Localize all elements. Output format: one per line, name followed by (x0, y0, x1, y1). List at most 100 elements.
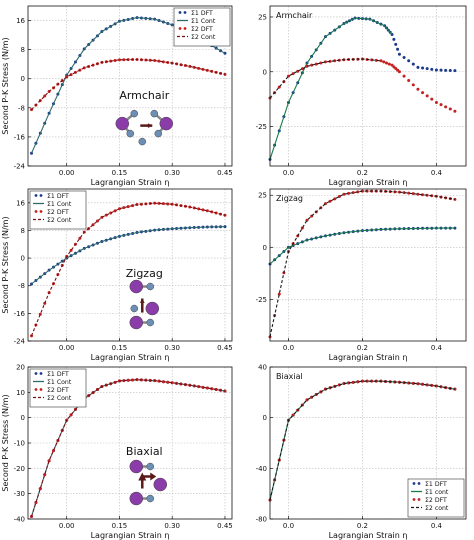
data-point (122, 58, 126, 62)
data-point (430, 67, 434, 71)
data-point (126, 205, 130, 209)
data-point (397, 52, 401, 56)
data-point (157, 59, 161, 63)
data-point (205, 386, 209, 390)
data-point (122, 379, 126, 383)
plot-area (270, 6, 466, 166)
legend-entry: Σ1 Cont (47, 379, 72, 386)
data-point (387, 62, 391, 66)
molecule-atom (153, 477, 168, 492)
plot-frame (269, 5, 467, 167)
data-point (201, 208, 205, 212)
panel-label: Zigzag (126, 267, 163, 280)
plot-frame (27, 366, 233, 520)
data-point (210, 387, 214, 391)
legend-frame (29, 190, 87, 230)
series-line (31, 58, 226, 110)
x-tick-label: 0.30 (164, 169, 180, 177)
series-4 (31, 58, 226, 110)
data-point (131, 378, 135, 382)
y-tick-label: 8 (21, 227, 25, 235)
data-point (421, 91, 425, 95)
data-point (117, 207, 121, 211)
molecule-atom-small (138, 137, 147, 146)
y-tick-label: -40 (14, 516, 25, 524)
legend-symbol (412, 482, 421, 485)
y-tick-label: -8 (18, 282, 25, 290)
data-point (444, 68, 448, 72)
data-point (430, 383, 434, 387)
data-point (117, 58, 121, 62)
data-point (439, 103, 443, 107)
x-tick-label: 0.4 (431, 169, 443, 177)
data-point (402, 56, 406, 60)
y-tick-label: -16 (14, 310, 26, 318)
data-point (314, 62, 318, 66)
data-point (347, 191, 351, 195)
data-point (122, 206, 126, 210)
x-tick-label: 0.2 (357, 344, 368, 352)
x-tick-label: 0.00 (59, 169, 75, 177)
legend-dot (178, 11, 182, 14)
molecule-diagram (129, 459, 168, 506)
strain-arrowhead (138, 472, 147, 481)
data-point (411, 192, 415, 196)
y-tick-label: 16 (16, 199, 25, 207)
legend-dot (34, 372, 38, 375)
y-tick-label: -25 (256, 123, 267, 131)
data-point (166, 380, 170, 384)
data-point (425, 383, 429, 387)
y-tick-label: -20 (14, 465, 25, 473)
molecule-atom (159, 116, 174, 131)
legend-dot (39, 194, 43, 197)
y-tick-label: 40 (258, 364, 267, 372)
data-point (416, 382, 420, 386)
legend-dot (39, 388, 43, 391)
data-point (328, 59, 332, 63)
y-axis-label: Second P-K Stress (N/m) (1, 37, 10, 134)
legend-symbol (34, 194, 43, 197)
x-axis-label: Lagrangian Strain η (91, 178, 170, 187)
series-4 (269, 190, 455, 337)
data-point (356, 380, 360, 384)
series-4 (30, 379, 226, 517)
legend-dot (34, 210, 38, 213)
x-tick-label: 0.4 (431, 522, 443, 530)
x-tick-label: 0.45 (217, 522, 233, 530)
data-point (421, 66, 425, 70)
plot-frame (269, 366, 467, 520)
x-tick-label: 0.30 (164, 522, 180, 530)
molecule-atom (129, 459, 144, 474)
y-tick-label: 8 (21, 46, 25, 54)
data-point (411, 381, 415, 385)
series-line (269, 227, 455, 265)
data-point (402, 74, 406, 78)
data-point (201, 385, 205, 389)
data-point (170, 381, 174, 385)
y-axis-label: Second P-K Stress (N/m) (1, 216, 10, 313)
molecule-atom-small (154, 129, 163, 138)
data-point (161, 202, 165, 206)
data-point (402, 191, 406, 195)
data-point (342, 192, 346, 196)
series-line (30, 379, 226, 517)
y-tick-label: -30 (14, 490, 25, 498)
data-point (379, 59, 383, 63)
molecule-diagram (129, 279, 160, 330)
x-tick-label: 0.0 (283, 169, 294, 177)
series-2 (31, 226, 226, 285)
data-point (382, 60, 386, 64)
data-point (277, 292, 281, 296)
legend-frame (29, 368, 87, 408)
legend-entry: Σ2 Cont (47, 217, 72, 224)
legend-entry: Σ2 cont (425, 505, 449, 512)
data-point (210, 210, 214, 214)
chart-panel: -80 -40 0 40 0.0 0.2 0.4 Lagrangian Strain η Bia… (256, 364, 467, 540)
y-tick-label: 10 (16, 389, 25, 397)
data-point (161, 60, 165, 64)
x-axis-label: Lagrangian Strain η (329, 353, 408, 362)
x-tick-label: 0.2 (357, 522, 368, 530)
data-point (113, 58, 117, 62)
